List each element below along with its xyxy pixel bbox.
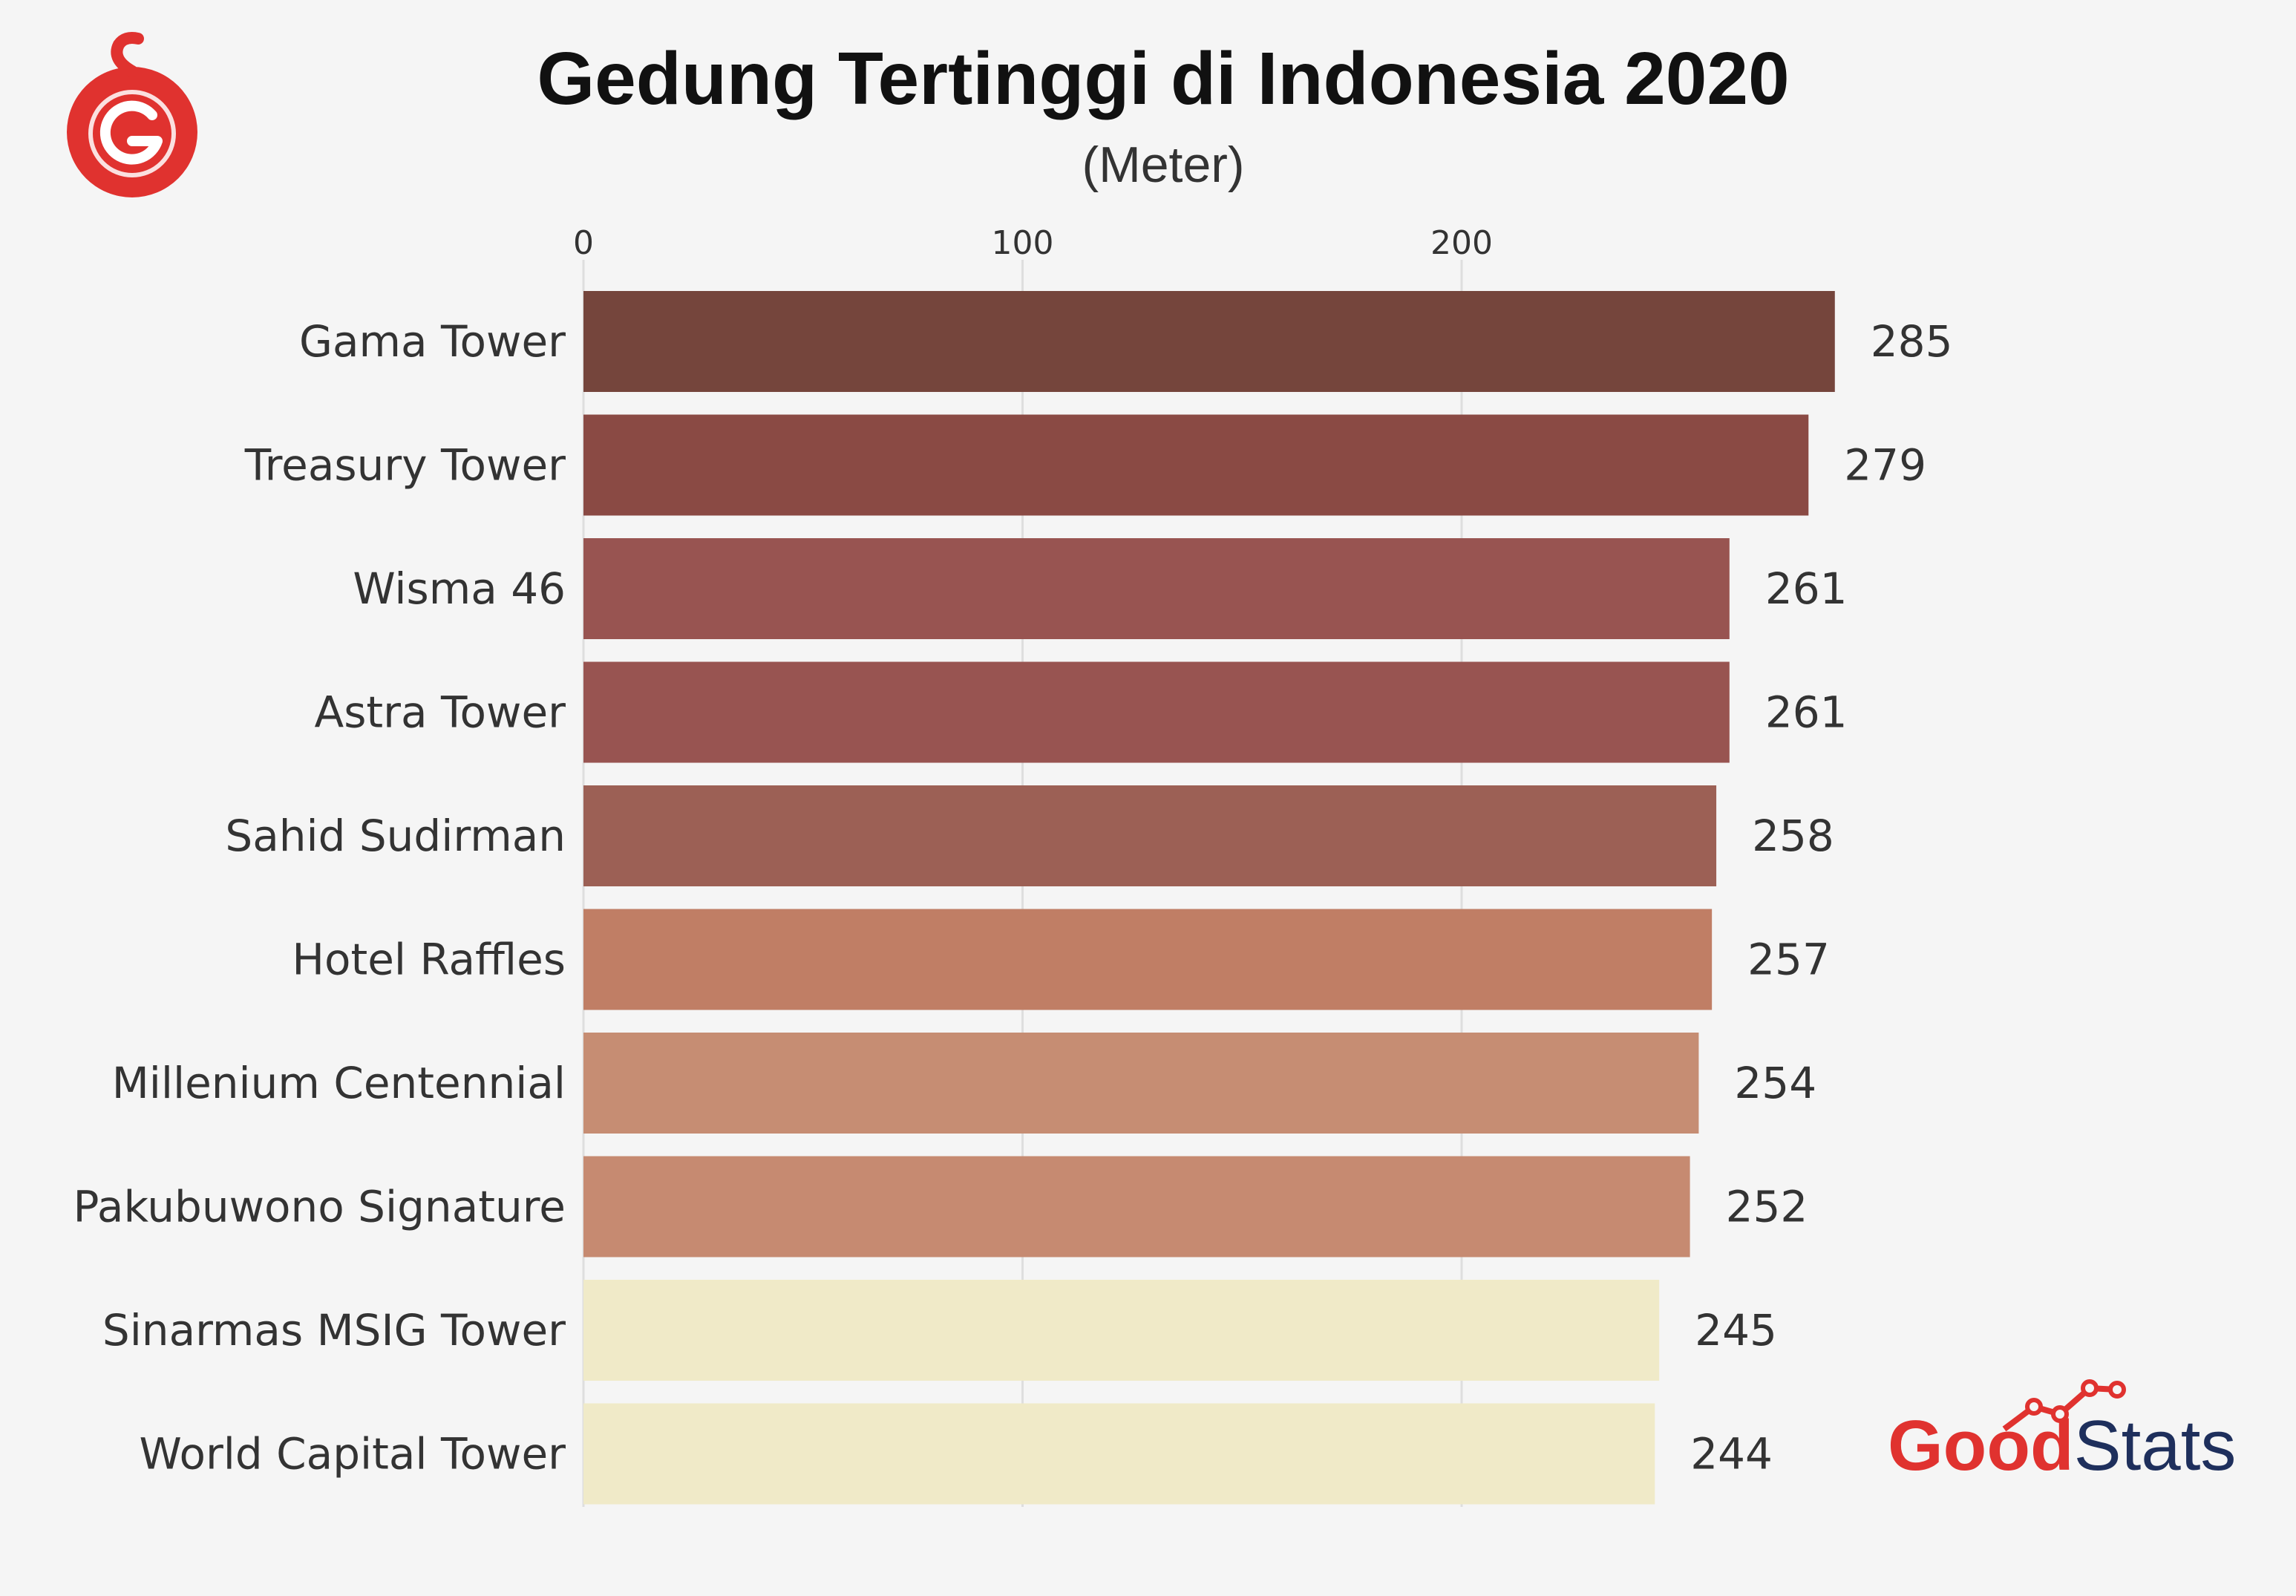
value-label: 245: [1695, 1305, 1777, 1355]
x-tick-label: 0: [573, 224, 594, 262]
value-label: 285: [1871, 316, 1953, 367]
value-label: 244: [1690, 1429, 1773, 1479]
logo-stats: Stats: [2074, 1406, 2237, 1485]
gnfi-logo-icon: [67, 32, 197, 197]
category-label: Pakubuwono Signature: [73, 1182, 566, 1232]
value-label: 254: [1734, 1058, 1816, 1108]
category-label: Millenium Centennial: [112, 1058, 566, 1108]
bar: [583, 1156, 1690, 1257]
bar: [583, 909, 1713, 1010]
bar: [583, 661, 1730, 763]
category-label: Sahid Sudirman: [225, 811, 566, 861]
value-label: 261: [1765, 687, 1848, 738]
value-label: 257: [1747, 935, 1830, 985]
category-label: Sinarmas MSIG Tower: [102, 1305, 566, 1355]
value-label: 258: [1752, 811, 1834, 861]
goodstats-logo: GoodStats: [1888, 1379, 2236, 1485]
category-label: Hotel Raffles: [292, 935, 566, 985]
x-tick-label: 200: [1430, 224, 1493, 262]
value-labels: 285 279 261 261 258 257 254 252 245 244: [1690, 316, 1952, 1479]
bar: [583, 785, 1717, 886]
chart-title: Gedung Tertinggi di Indonesia 2020: [537, 37, 1789, 120]
chart-subtitle: (Meter): [1082, 137, 1244, 193]
trend-line-icon: [2002, 1379, 2126, 1432]
logo-good: Good: [1888, 1406, 2074, 1485]
x-axis-ticks: 0 100 200: [573, 224, 1493, 262]
value-label: 252: [1726, 1182, 1808, 1232]
bar: [583, 1033, 1699, 1134]
category-label: World Capital Tower: [140, 1429, 566, 1479]
bar: [583, 538, 1730, 639]
category-label: Gama Tower: [299, 316, 566, 367]
x-tick-label: 100: [992, 224, 1054, 262]
category-label: Treasury Tower: [244, 440, 566, 491]
value-label: 261: [1765, 563, 1848, 614]
bar: [583, 1280, 1660, 1381]
bar: [583, 1403, 1655, 1505]
bar: [583, 291, 1835, 392]
category-label: Wisma 46: [353, 563, 566, 614]
bars: [583, 291, 1835, 1505]
value-label: 279: [1844, 440, 1926, 491]
bar: [583, 414, 1809, 516]
goodstats-logo-text: GoodStats: [1888, 1406, 2236, 1485]
category-labels: Gama Tower Treasury Tower Wisma 46 Astra To…: [73, 316, 566, 1479]
category-label: Astra Tower: [315, 687, 566, 738]
